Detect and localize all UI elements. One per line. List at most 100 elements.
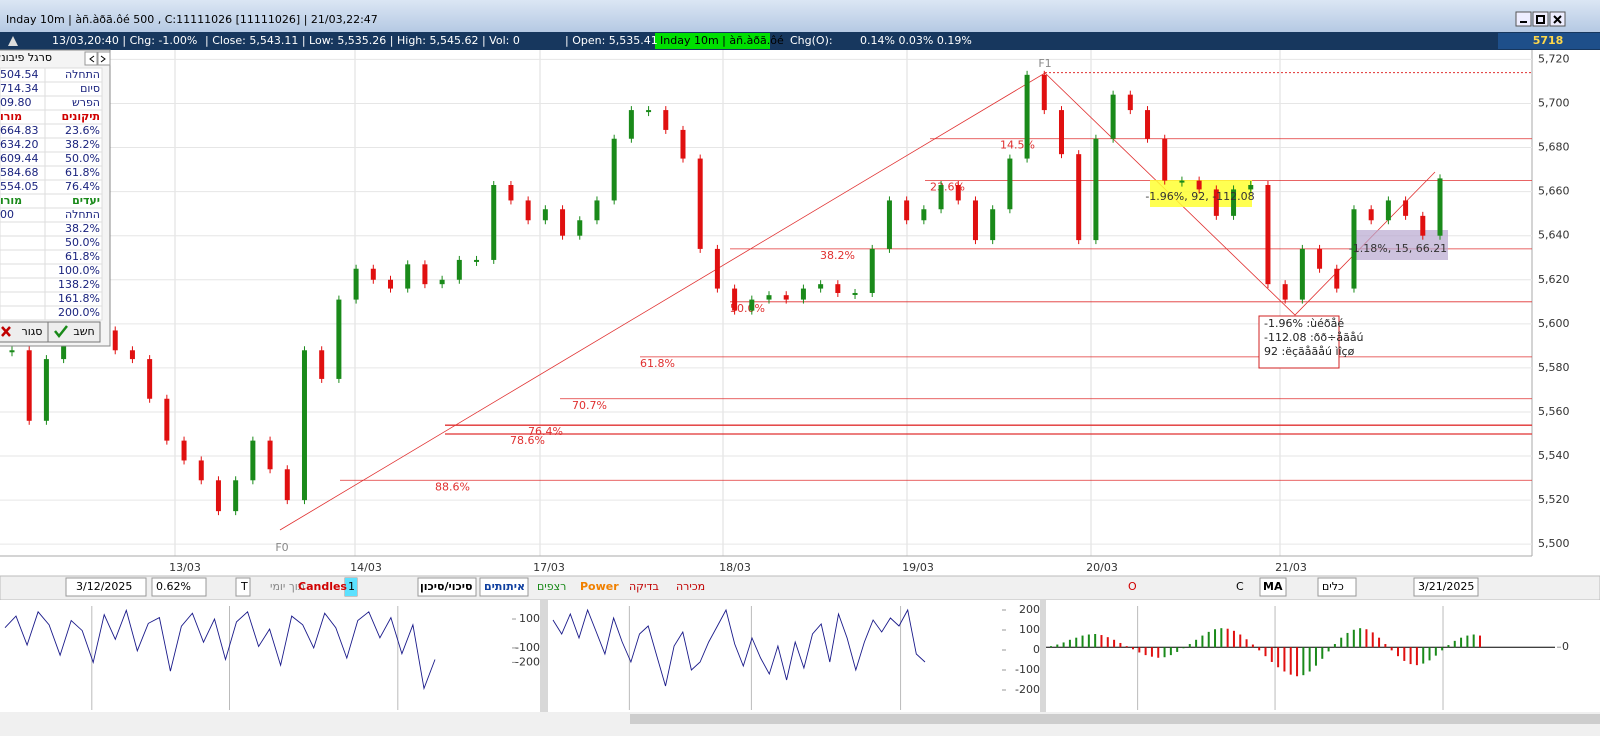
candle [1058, 110, 1064, 155]
toolbar-item[interactable]: תוך יומי [270, 580, 305, 593]
y-tick-label: 5,680 [1538, 141, 1570, 154]
anchor-label: F0 [275, 541, 288, 554]
info-items: 13/03,20:40 | Chg: -1.00% | Close: 5,543.… [52, 34, 972, 47]
candle [43, 359, 49, 421]
candle [370, 268, 376, 280]
candle [1231, 189, 1237, 216]
splitter [540, 600, 548, 712]
oscillator-line [4, 608, 436, 691]
x-tick-label: 21/03 [1275, 561, 1307, 574]
candle [732, 288, 738, 311]
panel-value: 554.05 [0, 180, 39, 193]
candle [1437, 178, 1443, 236]
control[interactable] [1259, 577, 1287, 597]
panel-value: 714.34 [0, 82, 39, 95]
panel-value: 584.68 [0, 166, 39, 179]
y-tick-label: 5,660 [1538, 185, 1570, 198]
x-tick-label: 17/03 [533, 561, 565, 574]
control[interactable] [479, 577, 529, 597]
last-box [1498, 33, 1600, 49]
candle [1024, 74, 1030, 159]
candle [990, 209, 996, 241]
candle [1299, 248, 1305, 300]
window-controls[interactable] [1515, 11, 1566, 27]
panel-value: 634.20 [0, 138, 39, 151]
candle [181, 440, 187, 461]
candle [1093, 138, 1099, 241]
toolbar-item[interactable]: O [1128, 580, 1137, 593]
candle [646, 110, 652, 113]
candle [611, 138, 617, 201]
note-box [1258, 315, 1340, 369]
toolbar-item[interactable]: סיכוי/סיכון [420, 580, 472, 593]
candle [697, 158, 703, 249]
toolbar-item[interactable]: 0.62% [156, 580, 191, 593]
toolbar-item[interactable]: מכירה [676, 580, 705, 593]
candle [1213, 189, 1219, 216]
indicator-tick: 100 [1019, 623, 1040, 636]
control[interactable] [417, 577, 477, 597]
y-tick-label: 5,500 [1538, 537, 1570, 550]
toolbar-item[interactable]: רצפים [537, 580, 566, 593]
candle [1282, 284, 1288, 300]
toolbar-item[interactable]: 1 [348, 580, 355, 593]
panel-row [0, 305, 103, 321]
y-tick-label: 5,720 [1538, 52, 1570, 65]
candle [1317, 248, 1323, 269]
fib-label: 70.7% [572, 399, 607, 412]
indicator-tick: 0 [1562, 640, 1569, 653]
candle [1007, 158, 1013, 210]
control[interactable] [65, 577, 147, 597]
control[interactable] [235, 577, 251, 597]
candle [594, 200, 600, 221]
candle [1265, 185, 1271, 285]
panel-value: 00 [0, 208, 14, 221]
control[interactable] [151, 577, 207, 597]
candle [1403, 200, 1409, 216]
panel-button[interactable] [47, 321, 101, 343]
panel-label: 76.4% [65, 180, 100, 193]
note-line: -1.96% :ùéðåé [1264, 317, 1344, 330]
panel-label: 38.2% [65, 138, 100, 151]
candle [508, 185, 514, 201]
toolbar-item[interactable]: Candles [298, 580, 347, 593]
candle [1248, 185, 1254, 190]
toolbar-item[interactable]: כלים [1322, 580, 1344, 593]
highlight-box [1355, 230, 1448, 260]
candle [284, 469, 290, 501]
candle [215, 480, 221, 512]
toolbar-item[interactable]: בדיקה [629, 580, 659, 593]
warning-icon [8, 36, 18, 46]
toolbar-item[interactable]: 3/21/2025 [1418, 580, 1474, 593]
fib-label: 14.5% [1000, 139, 1035, 152]
toolbar-item[interactable]: 3/12/2025 [76, 580, 132, 593]
candle [388, 279, 394, 289]
candle [9, 350, 15, 353]
info-item: | Close: 5,543.11 | Low: 5,535.26 | High… [205, 34, 520, 47]
candle [560, 209, 566, 236]
toolbar-item[interactable]: איתותים [484, 580, 525, 593]
toolbar-item[interactable]: C [1236, 580, 1244, 593]
candle [1385, 200, 1391, 221]
panel-label: 38.2% [65, 222, 100, 235]
panel-label: 61.8% [65, 250, 100, 263]
panel-value: מורו [0, 194, 22, 207]
box-label: -1.96%, 92, -112.08 [1145, 190, 1254, 203]
note-line: 92 :ëçãåãåú ìîçø [1264, 345, 1355, 358]
scroll-thumb[interactable] [630, 714, 1600, 724]
x-tick-label: 13/03 [169, 561, 201, 574]
panel-label: יעדים [72, 194, 100, 207]
control[interactable] [1413, 577, 1479, 597]
panel-title: סרגל פיבונאצ [0, 51, 52, 64]
candle [422, 264, 428, 285]
control[interactable] [1317, 577, 1357, 597]
candle [1179, 180, 1185, 183]
toolbar-item[interactable]: T [240, 580, 248, 593]
panel-label: הפרש [72, 96, 100, 109]
candle [904, 200, 910, 221]
toolbar-item[interactable]: MA [1263, 580, 1283, 593]
candle [1334, 268, 1340, 289]
candle [112, 330, 118, 351]
toolbar-item[interactable]: Power [580, 580, 619, 593]
